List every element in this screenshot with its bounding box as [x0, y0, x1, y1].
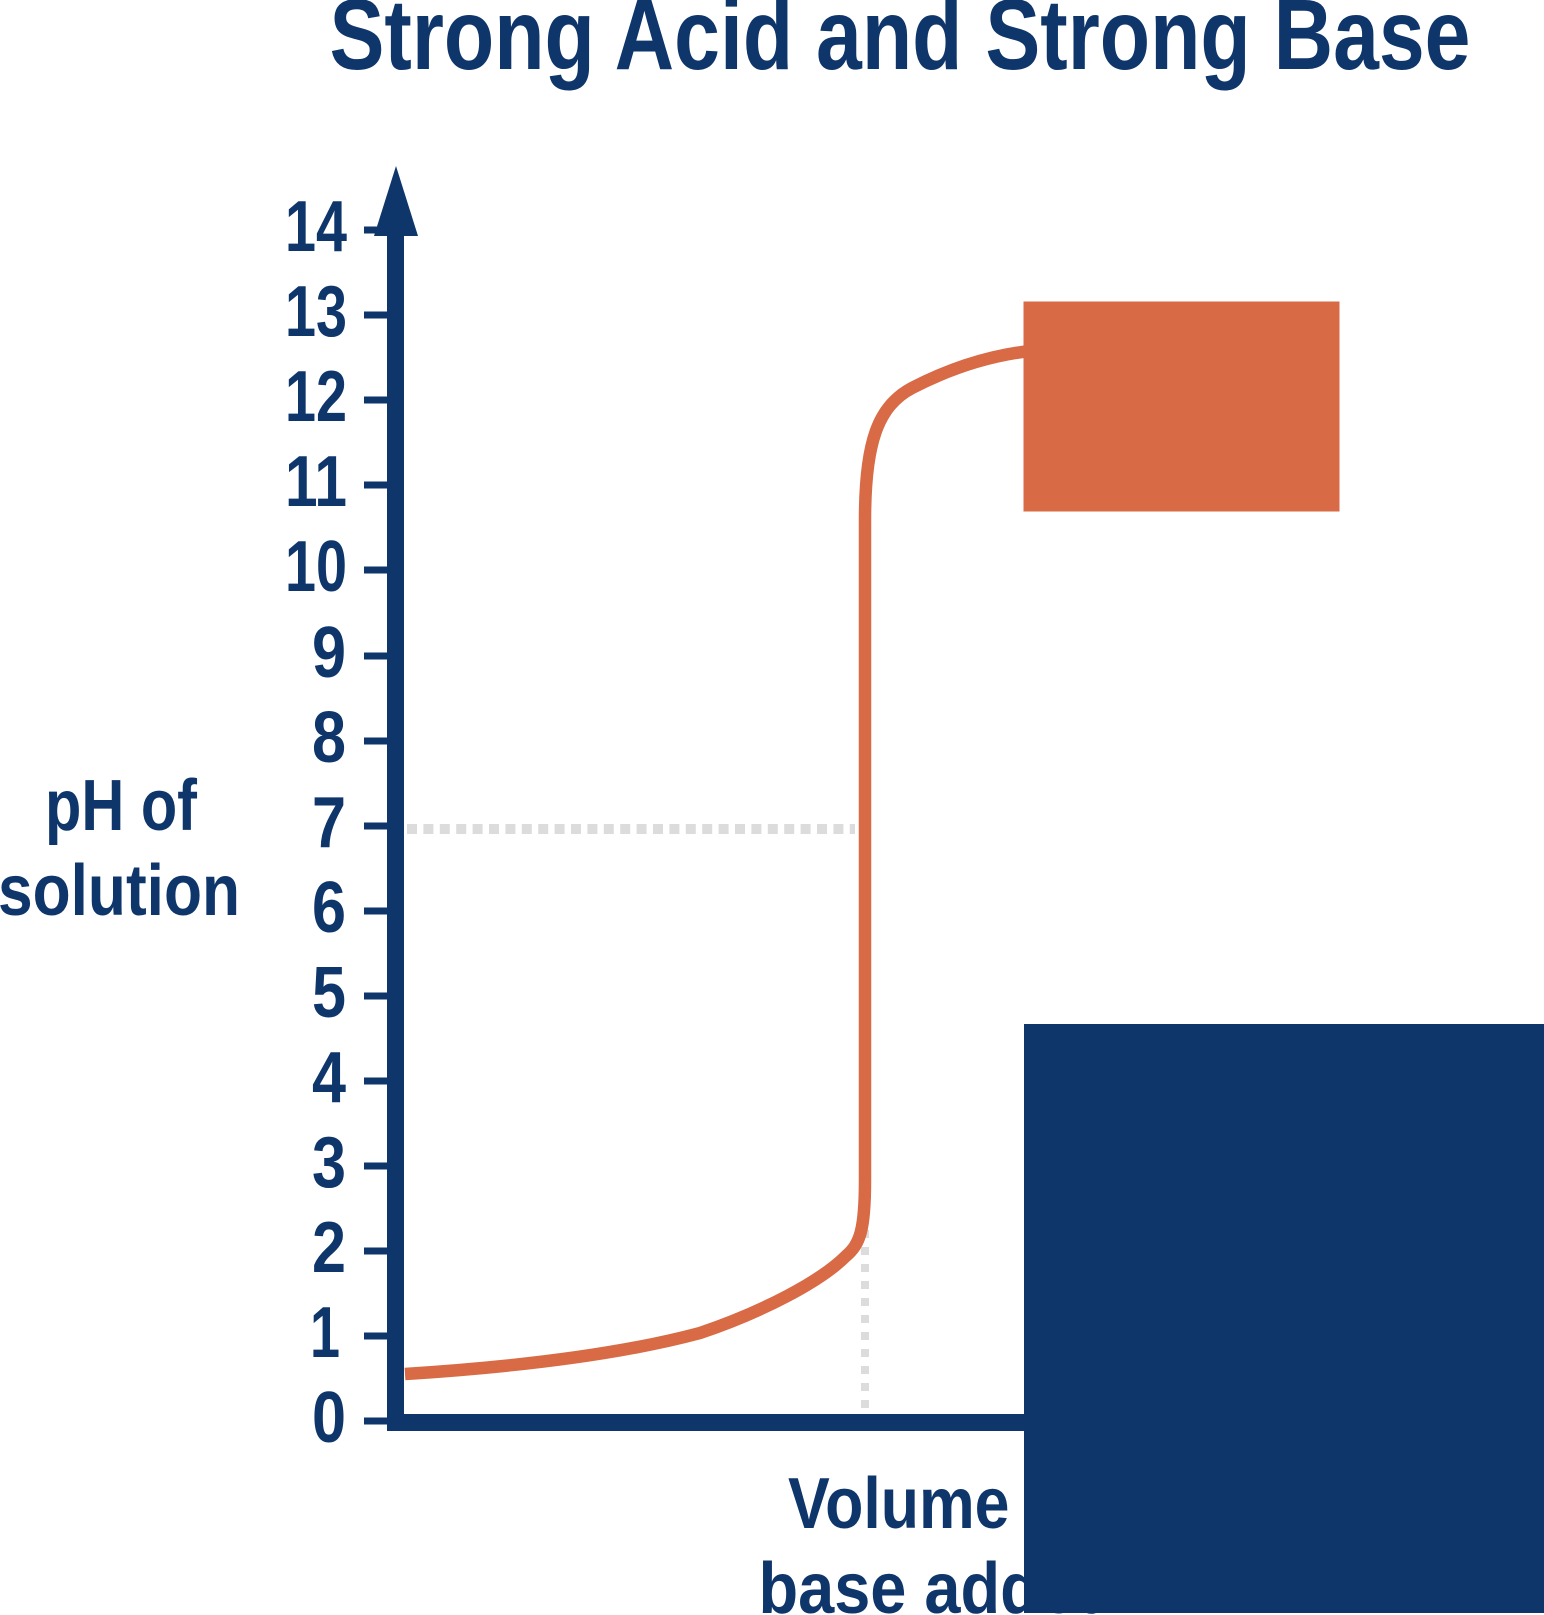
svg-text:pH of: pH of	[45, 766, 198, 846]
svg-text:8: 8	[312, 698, 346, 778]
svg-text:1: 1	[310, 1293, 340, 1373]
svg-text:13: 13	[285, 272, 347, 352]
svg-text:0: 0	[312, 1378, 346, 1458]
svg-text:Strong Acid and Strong Base: Strong Acid and Strong Base	[330, 0, 1471, 91]
svg-text:3: 3	[312, 1123, 346, 1203]
svg-text:6: 6	[312, 868, 346, 948]
svg-text:12: 12	[285, 357, 347, 437]
svg-text:7: 7	[312, 783, 346, 863]
svg-text:14: 14	[285, 187, 347, 267]
svg-text:11: 11	[285, 442, 347, 522]
svg-text:10: 10	[285, 527, 347, 607]
svg-text:2: 2	[312, 1208, 346, 1288]
svg-text:solution: solution	[0, 851, 240, 931]
svg-text:5: 5	[312, 953, 346, 1033]
svg-text:4: 4	[312, 1038, 346, 1118]
svg-text:9: 9	[312, 613, 346, 693]
